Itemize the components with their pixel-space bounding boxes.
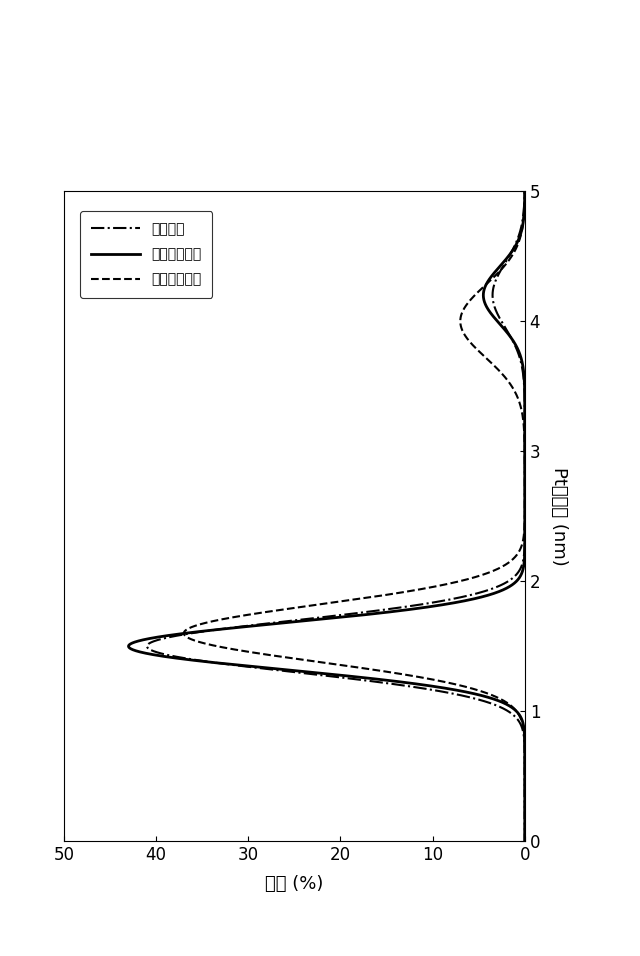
脱水素反応後 — [518, 717, 526, 728]
脱水素反応後 — [481, 351, 488, 362]
還元処理直後 — [521, 836, 529, 847]
焼成直後 — [521, 413, 529, 424]
還元処理直後 — [521, 413, 529, 424]
X-axis label: 頻度 (%): 頻度 (%) — [265, 876, 324, 893]
還元処理直後 — [516, 351, 524, 362]
焼成直後 — [475, 587, 483, 598]
還元処理直後 — [519, 717, 527, 728]
焼成直後 — [491, 301, 499, 313]
焼成直後 — [521, 185, 529, 197]
焼成直後 — [521, 445, 529, 457]
焼成直後 — [521, 836, 529, 847]
還元処理直後 — [521, 185, 529, 197]
焼成直後 — [516, 717, 524, 728]
還元処理直後 — [483, 301, 490, 313]
還元処理直後 — [492, 587, 499, 598]
還元処理直後 — [521, 445, 529, 457]
脱水素反応後 — [519, 413, 527, 424]
Legend: 焼成直後, 還元処理直後, 脱水素反応後: 焼成直後, 還元処理直後, 脱水素反応後 — [80, 211, 212, 297]
脱水素反応後 — [395, 587, 403, 598]
脱水素反応後 — [521, 185, 529, 197]
脱水素反応後 — [521, 836, 529, 847]
脱水素反応後 — [521, 445, 529, 457]
Line: 焼成直後: 焼成直後 — [147, 191, 525, 841]
Y-axis label: Pt粒子径 (nm): Pt粒子径 (nm) — [550, 467, 568, 566]
脱水素反応後 — [461, 301, 469, 313]
Line: 脱水素反応後: 脱水素反応後 — [184, 191, 525, 841]
Line: 還元処理直後: 還元処理直後 — [129, 191, 525, 841]
焼成直後 — [515, 351, 523, 362]
